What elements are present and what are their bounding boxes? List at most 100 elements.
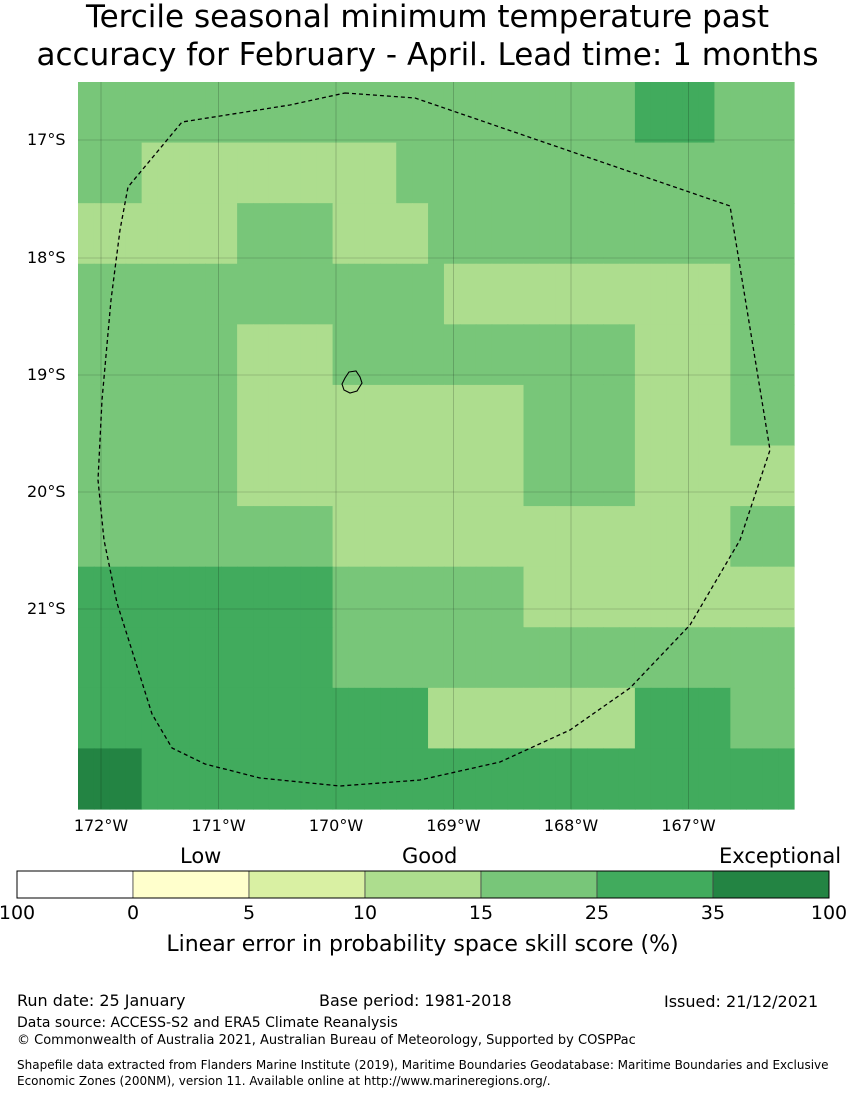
grid-cell [555,627,572,689]
grid-cell [253,324,270,386]
grid-cell [698,203,716,265]
grid-cell [332,445,350,507]
grid-cell [428,263,445,325]
grid-cell [762,627,779,689]
grid-cell [93,142,111,204]
grid-cell [491,263,509,325]
grid-cell [507,82,525,144]
grid-cell [603,506,620,568]
grid-cell [618,445,636,507]
grid-cell [125,203,143,265]
grid-cell [428,627,445,689]
grid-cell [778,566,795,628]
grid-cell [618,687,636,750]
grid-cell [364,627,381,689]
grid-cell [475,627,493,689]
grid-cell [618,748,636,810]
grid-cell [443,384,461,447]
grid-cell [539,445,556,507]
grid-cell [571,506,588,568]
grid-cell [268,687,286,750]
grid-cell [396,748,413,810]
grid-cell [396,384,413,447]
grid-cell [93,627,111,689]
grid-cell [253,748,270,810]
data-source: Data source: ACCESS-S2 and ERA5 Climate … [17,1015,398,1031]
grid-cell [523,82,541,144]
grid-cell [428,203,445,265]
grid-cell [587,687,604,750]
grid-cell [587,748,604,810]
grid-cell [491,748,509,810]
grid-cell [459,627,477,689]
grid-cell [205,687,222,750]
grid-cell [634,506,652,568]
grid-cell [109,203,127,265]
grid-cell [396,506,413,568]
grid-cell [189,82,206,144]
grid-cell [603,687,620,750]
base-period: Base period: 1981-2018 [319,991,512,1010]
grid-cell [507,627,525,689]
grid-cell [412,82,429,144]
grid-cell [475,324,493,386]
grid-cell [221,324,238,386]
grid-cell [332,203,350,265]
grid-cell [507,687,525,750]
grid-cell [173,566,190,628]
grid-cell [93,384,111,447]
colorbar [16,870,830,899]
run-date: Run date: 25 January [17,991,186,1010]
grid-cell [539,203,556,265]
grid-cell [396,82,413,144]
grid-cell [284,324,302,386]
grid-cell [380,324,397,386]
grid-cell [316,748,334,810]
grid-cell [666,687,684,750]
grid-cell [714,142,731,204]
grid-cell [698,384,716,447]
grid-cell [173,384,190,447]
lon-label-169w: 169°W [426,816,481,835]
grid-cell [714,324,731,386]
grid-cell [253,506,270,568]
grid-cell [173,748,190,810]
grid-cell [284,203,302,265]
grid-cell [93,687,111,750]
grid-cell [618,142,636,204]
grid-cell [507,384,525,447]
grid-cell [459,203,477,265]
grid-cell [682,687,700,750]
grid-cell [762,203,779,265]
grid-cell [348,687,365,750]
grid-cell [141,203,159,265]
grid-cell [141,506,159,568]
grid-cell [443,263,461,325]
grid-cell [300,263,318,325]
grid-cell [348,142,365,204]
grid-cell [205,506,222,568]
grid-cell [618,203,636,265]
grid-cell [507,566,525,628]
grid-cell [587,566,604,628]
grid-cell [714,263,731,325]
grid-cell [523,384,541,447]
grid-cell [539,748,556,810]
grid-cell [587,627,604,689]
grid-cell [634,384,652,447]
lon-label-167w: 167°W [661,816,716,835]
category-good: Good [402,844,458,868]
grid-cell [109,687,127,750]
grid-cell [682,203,700,265]
grid-cell [78,506,95,568]
grid-cell [189,263,206,325]
grid-cell [284,627,302,689]
grid-cell [364,748,381,810]
grid-cell [523,324,541,386]
grid-cell [666,445,684,507]
grid-cell [571,384,588,447]
grid-cell [157,445,175,507]
grid-cell [109,627,127,689]
grid-cell [189,445,206,507]
grid-cell [475,82,493,144]
